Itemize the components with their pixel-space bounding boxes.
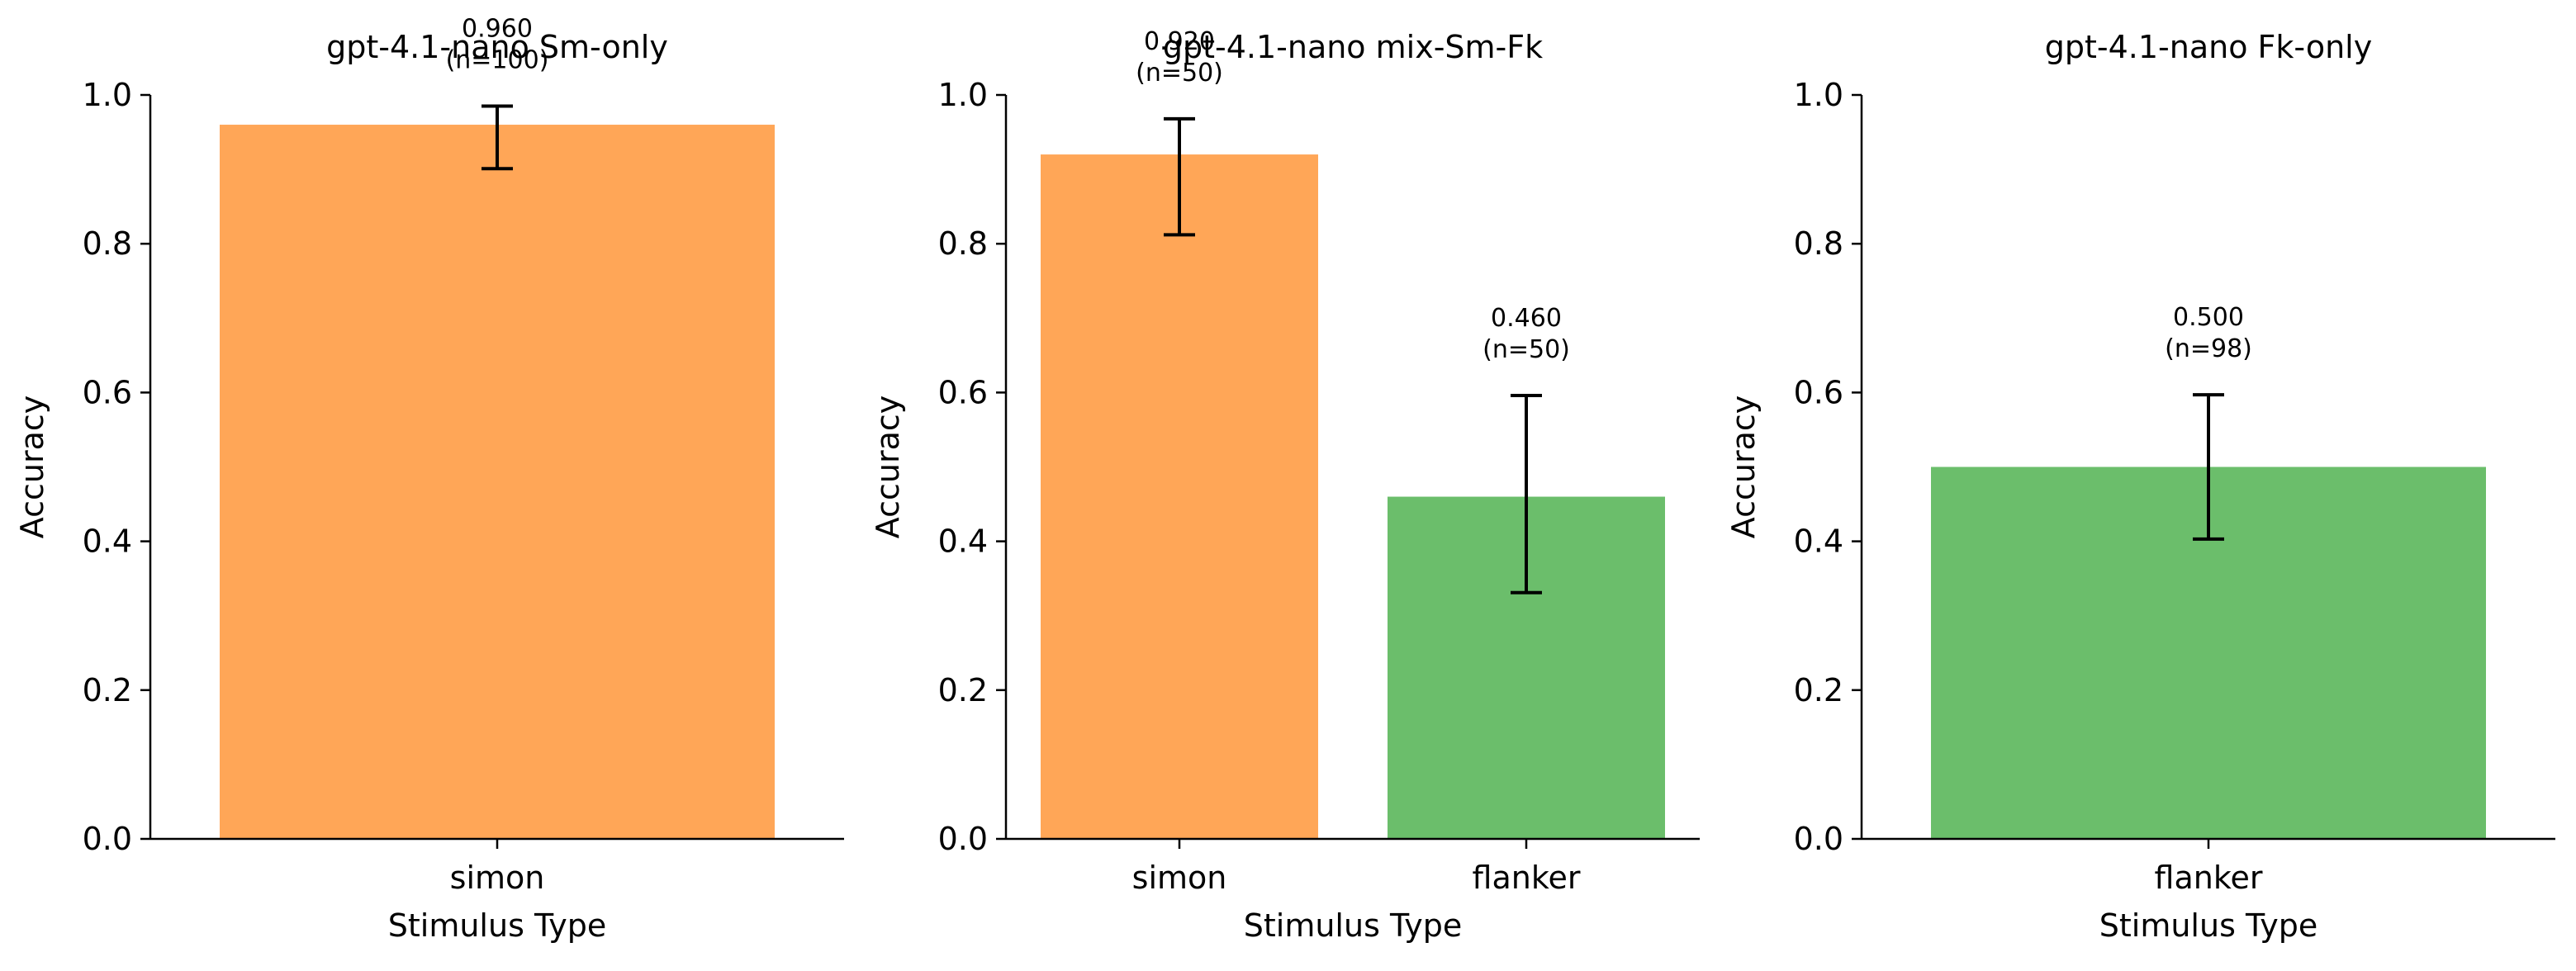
x-axis-label: Stimulus Type [1244, 907, 1462, 944]
y-tick-label: 0.8 [1794, 225, 1843, 262]
y-tick-label: 1.0 [1794, 77, 1843, 113]
y-tick-label: 0.8 [938, 225, 988, 262]
y-tick-label: 0.6 [1794, 374, 1843, 410]
y-tick-label: 0.0 [83, 821, 132, 857]
n-label-simon: (n=50) [1136, 59, 1223, 88]
x-axis-label: Stimulus Type [2099, 907, 2317, 944]
y-axis-label: Accuracy [870, 396, 906, 539]
y-tick-label: 0.0 [1794, 821, 1843, 857]
x-tick-label-flanker: flanker [1473, 860, 1581, 896]
y-tick-label: 0.8 [83, 225, 132, 262]
chart-panel-1: 0.960(n=100) 0.0 0.2 0.4 0.6 0.8 1.0 simon gpt-4… [14, 15, 844, 944]
x-axis-label: Stimulus Type [388, 907, 606, 944]
bar-simon [1041, 154, 1318, 839]
y-tick-label: 0.2 [83, 672, 132, 708]
y-axis-label: Accuracy [1725, 396, 1762, 539]
y-tick-label: 0.0 [938, 821, 988, 857]
y-tick-label: 1.0 [83, 77, 132, 113]
n-label-flanker: (n=98) [2165, 334, 2252, 363]
y-tick-label: 0.6 [938, 374, 988, 410]
n-label-flanker: (n=50) [1483, 335, 1570, 364]
value-label-flanker: 0.460 [1491, 304, 1562, 333]
y-axis-label: Accuracy [14, 396, 50, 539]
chart-title: gpt-4.1-nano mix-Sm-Fk [1163, 29, 1543, 65]
n-label-simon: (n=100) [446, 46, 549, 75]
y-tick-label: 0.2 [1794, 672, 1843, 708]
y-tick-label: 0.4 [83, 523, 132, 560]
chart-title: gpt-4.1-nano Sm-only [326, 29, 668, 65]
x-tick-label-flanker: flanker [2155, 860, 2263, 896]
chart-panel-3: 0.500(n=98) 0.0 0.2 0.4 0.6 0.8 1.0 flanker gpt-… [1725, 29, 2555, 944]
value-label-simon: 0.920 [1144, 27, 1215, 56]
chart-title: gpt-4.1-nano Fk-only [2045, 29, 2372, 65]
x-tick-label-simon: simon [1132, 860, 1227, 896]
x-tick-label-simon: simon [450, 860, 545, 896]
y-tick-label: 0.4 [938, 523, 988, 560]
value-label-flanker: 0.500 [2173, 303, 2244, 332]
y-tick-label: 0.2 [938, 672, 988, 708]
y-tick-label: 0.6 [83, 374, 132, 410]
chart-panel-2: 0.920(n=50)0.460(n=50)0.00.20.40.60.81.0… [870, 27, 1700, 944]
value-label-simon: 0.960 [462, 15, 533, 44]
y-tick-label: 0.4 [1794, 523, 1843, 560]
y-tick-label: 1.0 [938, 77, 988, 113]
bar-simon [220, 125, 775, 840]
